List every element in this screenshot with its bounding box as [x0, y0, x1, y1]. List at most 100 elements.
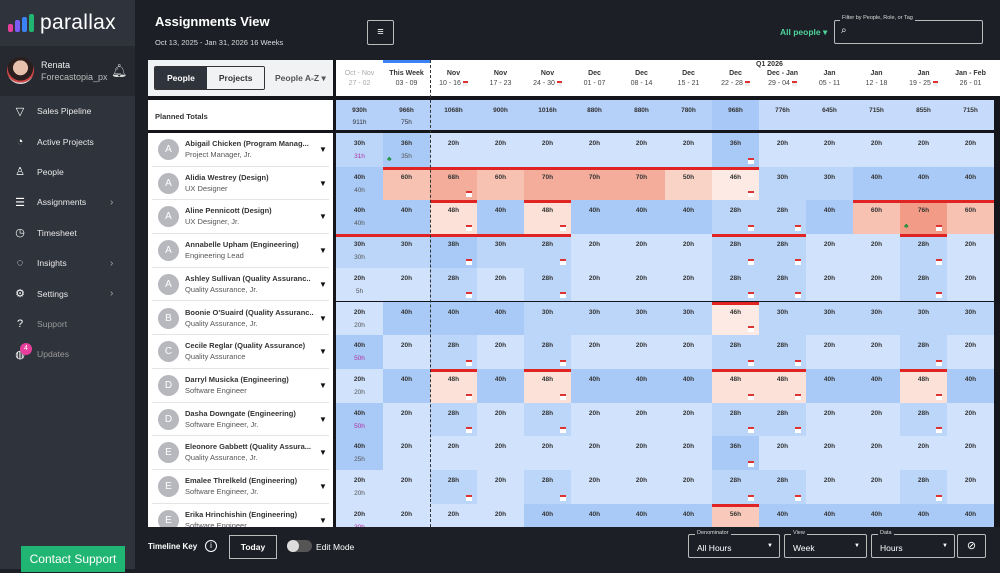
- assignment-cell[interactable]: 20h 5h: [336, 267, 383, 302]
- assignment-cell[interactable]: 20h: [477, 503, 524, 527]
- assignment-cell[interactable]: 28h: [712, 234, 759, 268]
- assignment-cell[interactable]: 30h: [947, 301, 994, 336]
- assignment-cell[interactable]: 28h: [759, 267, 806, 302]
- person-name[interactable]: Abigail Chicken (Program Manag...: [185, 139, 309, 148]
- person-name[interactable]: Annabelle Upham (Engineering): [185, 240, 299, 250]
- person-row[interactable]: B Boonie O'Suaird (Quality Assuranc.. Qual…: [148, 302, 333, 336]
- assignment-cell[interactable]: 28h: [712, 470, 759, 504]
- sidebar-item-active-projects[interactable]: ◔ Active Projects: [0, 126, 135, 156]
- assignment-cell[interactable]: 28h: [712, 200, 759, 235]
- assignment-cell[interactable]: 40h 40h: [336, 166, 383, 201]
- person-name[interactable]: Cecile Reglar (Quality Assurance): [185, 341, 306, 351]
- sidebar-item-insights[interactable]: ◌ Insights ›: [0, 248, 135, 278]
- assignment-cell[interactable]: 20h: [571, 335, 618, 369]
- person-name[interactable]: Eleonore Gabbett (Quality Assura...: [185, 442, 311, 452]
- assignment-cell[interactable]: 40h: [430, 301, 477, 336]
- assignment-cell[interactable]: 20h: [853, 234, 900, 268]
- assignment-cell[interactable]: 30h: [759, 166, 806, 201]
- assignment-cell[interactable]: 40h: [618, 503, 665, 527]
- person-row[interactable]: A Abigail Chicken (Program Manag... Projec…: [148, 133, 333, 167]
- logo[interactable]: parallax: [8, 10, 116, 36]
- assignment-cell[interactable]: 28h: [900, 470, 947, 504]
- week-column-header[interactable]: Oct - Nov 27 - 02: [336, 70, 383, 87]
- assignment-cell[interactable]: 20h: [383, 335, 430, 369]
- sidebar-item-sales-pipeline[interactable]: ▽ Sales Pipeline: [0, 96, 135, 126]
- assignment-cell[interactable]: 40h: [947, 166, 994, 201]
- assignment-cell[interactable]: 60h: [853, 200, 900, 235]
- expand-caret-icon[interactable]: ▼: [319, 145, 327, 154]
- assignment-cell[interactable]: 70h: [571, 166, 618, 201]
- assignment-cell[interactable]: 40h: [806, 200, 853, 235]
- assignment-cell[interactable]: 20h: [665, 470, 712, 504]
- assignment-cell[interactable]: 30h: [900, 301, 947, 336]
- assignment-cell[interactable]: 40h: [477, 301, 524, 336]
- assignment-cell[interactable]: 30h: [618, 301, 665, 336]
- person-name[interactable]: Emalee Threlkeld (Engineering): [185, 476, 298, 485]
- assignment-cell[interactable]: 20h: [618, 470, 665, 504]
- assignment-cell[interactable]: 28h: [712, 402, 759, 437]
- assignment-cell[interactable]: 20h: [383, 402, 430, 437]
- assignment-cell[interactable]: 20h: [947, 470, 994, 504]
- expand-caret-icon[interactable]: ▼: [319, 178, 327, 188]
- assignment-cell[interactable]: 46h: [712, 301, 759, 336]
- assignment-cell[interactable]: 30h: [383, 234, 430, 268]
- user-profile[interactable]: Renata Forecastopia_px 🔔︎: [0, 46, 135, 96]
- assignment-cell[interactable]: 20h: [853, 133, 900, 167]
- assignment-cell[interactable]: 20h: [806, 402, 853, 437]
- assignment-cell[interactable]: 30h: [806, 166, 853, 201]
- assignment-cell[interactable]: 20h: [618, 335, 665, 369]
- assignment-cell[interactable]: 28h: [900, 402, 947, 437]
- search-input[interactable]: Filter by People, Role, or Tag ⌕: [834, 15, 983, 44]
- assignment-cell[interactable]: 56h: [712, 503, 759, 527]
- assignment-cell[interactable]: 28h: [524, 470, 571, 504]
- assignment-cell[interactable]: 20h: [665, 436, 712, 470]
- edit-mode-toggle[interactable]: [287, 540, 312, 552]
- sidebar-item-timesheet[interactable]: ◷ Timesheet: [0, 218, 135, 248]
- assignment-cell[interactable]: 20h: [947, 436, 994, 470]
- projects-tab[interactable]: Projects: [206, 67, 265, 89]
- assignment-cell[interactable]: 20h: [665, 402, 712, 437]
- assignment-cell[interactable]: 40h: [853, 368, 900, 403]
- assignment-cell[interactable]: 46h: [712, 166, 759, 201]
- person-name[interactable]: Boonie O'Suaird (Quality Assuranc..: [185, 307, 314, 317]
- people-tab[interactable]: People: [155, 67, 207, 89]
- week-column-header[interactable]: Nov 24 - 30: [524, 70, 571, 87]
- assignment-cell[interactable]: 28h: [524, 234, 571, 268]
- assignment-cell[interactable]: 40h: [477, 200, 524, 235]
- assignment-cell[interactable]: 28h: [524, 335, 571, 369]
- assignment-cell[interactable]: 40h: [665, 368, 712, 403]
- filter-button[interactable]: ≡: [367, 20, 394, 45]
- assignment-cell[interactable]: 60h: [947, 200, 994, 235]
- assignment-cell[interactable]: 20h: [430, 436, 477, 470]
- data-select[interactable]: Data Hours ▼: [871, 530, 955, 558]
- assignment-cell[interactable]: 30h: [571, 301, 618, 336]
- assignment-cell[interactable]: 60h: [477, 166, 524, 201]
- assignment-cell[interactable]: 48h: [759, 368, 806, 403]
- assignment-cell[interactable]: 20h: [806, 436, 853, 470]
- bell-icon[interactable]: 🔔︎: [111, 63, 128, 78]
- expand-caret-icon[interactable]: ▼: [319, 448, 327, 458]
- assignment-cell[interactable]: 40h: [383, 200, 430, 235]
- assignment-cell[interactable]: 20h: [477, 335, 524, 369]
- assignment-cell[interactable]: 20h: [477, 470, 524, 504]
- assignment-cell[interactable]: 48h: [430, 368, 477, 403]
- assignment-cell[interactable]: 20h: [947, 402, 994, 437]
- expand-caret-icon[interactable]: ▼: [319, 279, 327, 289]
- assignment-cell[interactable]: 20h: [759, 133, 806, 167]
- assignment-cell[interactable]: 60h: [383, 166, 430, 201]
- expand-caret-icon[interactable]: ▼: [319, 515, 327, 525]
- person-row[interactable]: E Eleonore Gabbett (Quality Assura... Qual…: [148, 436, 333, 470]
- assignment-cell[interactable]: 20h: [665, 133, 712, 167]
- week-column-header[interactable]: Dec 01 - 07: [571, 70, 618, 87]
- person-row[interactable]: C Cecile Reglar (Quality Assurance) Qualit…: [148, 335, 333, 369]
- assignment-cell[interactable]: 36h: [712, 436, 759, 470]
- assignment-cell[interactable]: 20h: [383, 503, 430, 527]
- assignment-cell[interactable]: 48h: [524, 368, 571, 403]
- assignment-cell[interactable]: 28h: [759, 402, 806, 437]
- assignment-cell[interactable]: 20h: [900, 436, 947, 470]
- assignment-cell[interactable]: 28h: [712, 267, 759, 302]
- person-name[interactable]: Erika Hrinchishin (Engineering): [185, 509, 298, 519]
- assignment-cell[interactable]: 20h: [947, 335, 994, 369]
- assignment-cell[interactable]: 20h 20h: [336, 470, 383, 504]
- assignment-cell[interactable]: 20h: [524, 133, 571, 167]
